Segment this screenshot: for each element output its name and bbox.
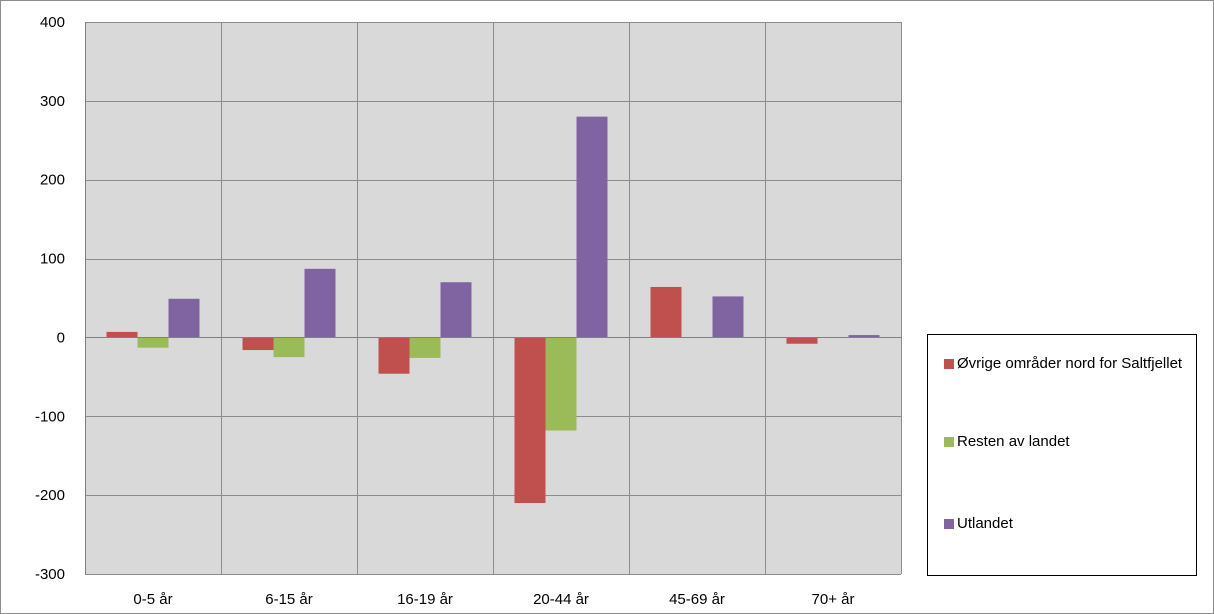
- legend-label-series-2: Resten av landet: [957, 433, 1070, 450]
- bar-series-3-0: [168, 298, 200, 338]
- bar-series-1-3: [514, 337, 546, 504]
- bar-series-3-1: [304, 268, 336, 338]
- legend: Øvrige områder nord for Saltfjellet Rest…: [927, 334, 1197, 576]
- x-tick-label-1: 6-15 år: [265, 591, 313, 608]
- legend-swatch-series-3: [944, 519, 954, 529]
- y-tick-label-3: 0: [57, 329, 65, 346]
- x-tick-label-5: 70+ år: [812, 591, 855, 608]
- x-tick-label-2: 16-19 år: [397, 591, 453, 608]
- bar-series-2-1: [273, 337, 305, 358]
- y-tick-label-0: -300: [35, 566, 65, 583]
- y-tick-label-6: 300: [40, 93, 65, 110]
- legend-swatch-series-1: [944, 359, 954, 369]
- bar-series-3-4: [712, 296, 744, 338]
- bar-series-3-3: [576, 116, 608, 338]
- legend-item-series-3: Utlandet: [944, 513, 1192, 535]
- y-tick-labels: -300 -200 -100 0 100 200 300 400: [35, 14, 65, 583]
- bar-series-1-5: [786, 337, 818, 344]
- y-tick-label-5: 200: [40, 172, 65, 189]
- x-tick-labels: 0-5 år 6-15 år 16-19 år 20-44 år 45-69 år 70+…: [133, 591, 854, 608]
- bar-series-3-5: [848, 335, 880, 338]
- legend-label-series-3: Utlandet: [957, 515, 1013, 532]
- legend-item-series-1: Øvrige områder nord for Saltfjellet: [944, 353, 1192, 375]
- bar-series-1-2: [378, 337, 410, 374]
- legend-label-series-1: Øvrige områder nord for Saltfjellet: [957, 355, 1183, 372]
- y-tick-label-2: -100: [35, 408, 65, 425]
- x-tick-label-0: 0-5 år: [133, 591, 172, 608]
- bar-series-1-4: [650, 286, 682, 338]
- x-tick-label-4: 45-69 år: [669, 591, 725, 608]
- axes: [85, 22, 901, 574]
- bar-series-2-2: [409, 337, 441, 358]
- bar-series-2-0: [137, 337, 169, 348]
- y-tick-label-7: 400: [40, 14, 65, 31]
- y-tick-label-1: -200: [35, 487, 65, 504]
- bar-series-2-3: [545, 337, 577, 431]
- bar-series-3-2: [440, 282, 472, 338]
- legend-swatch-series-2: [944, 437, 954, 447]
- x-tick-label-3: 20-44 år: [533, 591, 589, 608]
- bar-series-1-1: [242, 337, 274, 351]
- bar-series-1-0: [106, 331, 138, 338]
- bars: [106, 116, 880, 504]
- legend-item-series-2: Resten av landet: [944, 431, 1192, 453]
- y-tick-label-4: 100: [40, 251, 65, 268]
